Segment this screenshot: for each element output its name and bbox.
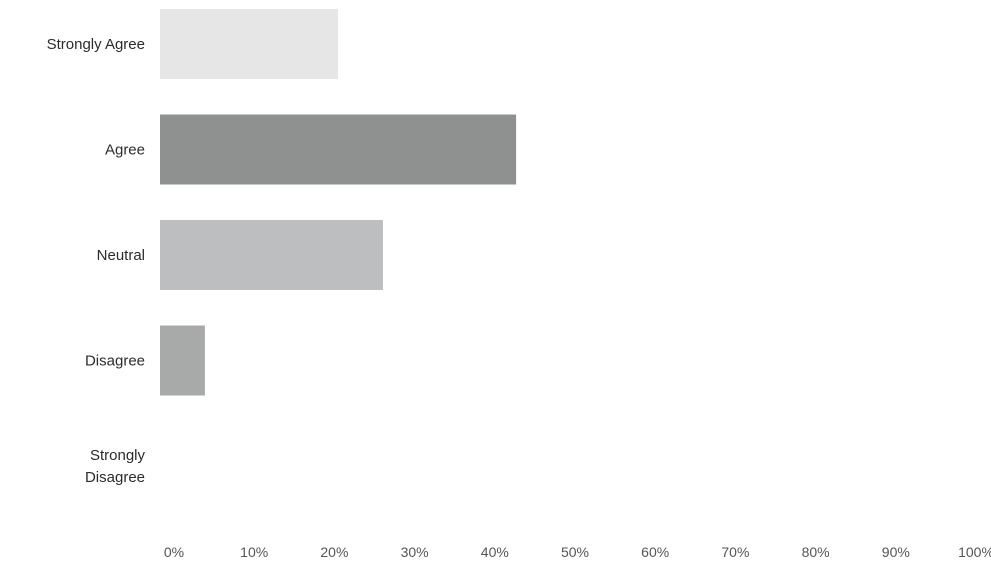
bar-strongly-agree: [160, 9, 339, 79]
bar-agree: [160, 114, 517, 185]
x-tick-label: 70%: [721, 544, 749, 560]
x-tick-label: 40%: [481, 544, 509, 560]
category-label-disagree: Disagree: [85, 353, 145, 370]
category-label-strongly-agree: Strongly Agree: [47, 36, 145, 53]
bar-neutral: [160, 220, 383, 290]
x-tick-label: 0%: [164, 544, 184, 560]
x-tick-label: 10%: [240, 544, 268, 560]
category-labels: Strongly Agree Agree Neutral Disagree Strong…: [47, 36, 146, 486]
x-tick-label: 20%: [320, 544, 348, 560]
x-tick-label: 60%: [641, 544, 669, 560]
x-tick-label: 50%: [561, 544, 589, 560]
x-axis-tick-labels: 0% 10% 20% 30% 40% 50% 60% 70% 80% 90% 100%: [164, 544, 991, 560]
x-tick-label: 90%: [882, 544, 910, 560]
bar-disagree: [160, 325, 205, 396]
category-label-agree: Agree: [105, 142, 145, 159]
category-label-strongly-disagree: Strongly Disagree: [85, 447, 146, 486]
x-tick-label: 80%: [802, 544, 830, 560]
x-tick-label: 30%: [401, 544, 429, 560]
bars-layer: [160, 9, 517, 396]
category-label-neutral: Neutral: [97, 247, 145, 264]
x-tick-label: 100%: [958, 544, 991, 560]
